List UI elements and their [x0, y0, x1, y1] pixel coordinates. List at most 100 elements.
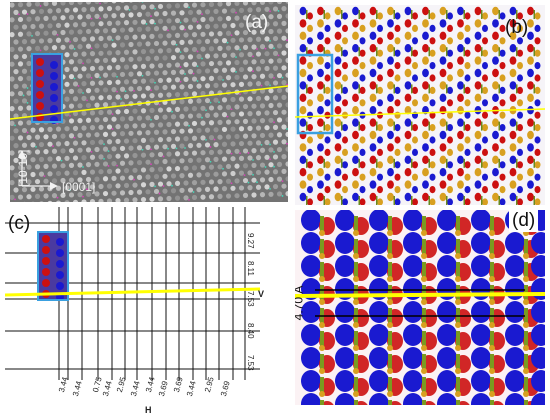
atom-marker [162, 155, 165, 158]
atom-marker [188, 124, 190, 127]
lattice-dot [268, 132, 274, 138]
lattice-dot [217, 134, 223, 140]
structure-atom-blue [335, 232, 355, 254]
structure-atom [307, 37, 313, 45]
atom-marker [179, 21, 182, 24]
structure-atom [394, 124, 401, 132]
structure-atom [517, 99, 523, 107]
structure-atom [334, 106, 342, 115]
lattice-dot [132, 138, 138, 144]
structure-atom [352, 44, 359, 53]
lattice-dot [102, 42, 109, 49]
structure-bond [490, 354, 494, 372]
atom-marker [209, 101, 212, 104]
lattice-dot [17, 105, 24, 111]
lattice-dot [13, 39, 19, 45]
lattice-dot [102, 146, 109, 152]
structure-atom [299, 19, 307, 28]
lattice-dot [136, 26, 143, 32]
structure-atom [299, 180, 307, 189]
lattice-dot [10, 2, 15, 8]
atom-marker [133, 178, 135, 181]
lattice-dot [81, 81, 87, 87]
structure-bond [388, 262, 392, 280]
structure-atom [527, 143, 534, 152]
structure-atom-gold [523, 391, 529, 397]
lattice-dot [157, 137, 164, 143]
lattice-dot [115, 79, 121, 85]
lattice-dot [272, 6, 279, 12]
structure-bond [320, 377, 324, 395]
structure-atom [457, 93, 464, 103]
lattice-dot [94, 58, 100, 64]
lattice-dot [111, 175, 117, 181]
lattice-dot [136, 11, 143, 18]
lattice-dot [285, 72, 288, 78]
structure-atom [499, 186, 506, 194]
lattice-dot [183, 165, 189, 171]
lattice-dot [162, 114, 168, 120]
structure-atom [474, 180, 482, 189]
lattice-dot [115, 198, 121, 202]
structure-atom [422, 6, 429, 16]
structure-atom [509, 93, 517, 103]
structure-atom [342, 49, 348, 57]
structure-atom [412, 173, 418, 181]
structure-atom [377, 161, 383, 169]
lattice-dot [251, 59, 257, 65]
lattice-dot [89, 51, 96, 57]
structure-atom [377, 124, 383, 132]
lattice-dot [285, 87, 288, 93]
structure-atom [499, 74, 506, 82]
lattice-dot [85, 147, 92, 153]
lattice-dot [183, 62, 189, 68]
lattice-dot [196, 172, 202, 178]
lattice-dot [111, 190, 117, 196]
lattice-dot [208, 194, 215, 200]
lattice-dot [281, 35, 287, 41]
lattice-dot [77, 2, 83, 5]
lattice-dot [10, 120, 15, 126]
lattice-dot [242, 133, 249, 139]
lattice-dot [111, 27, 117, 33]
structure-atom [324, 148, 331, 156]
lattice-dot [153, 188, 160, 195]
lattice-dot [170, 99, 177, 105]
structure-atom-blue [335, 347, 355, 369]
structure-bond [320, 308, 324, 326]
lattice-dot [268, 162, 274, 168]
structure-atom-blue [301, 210, 321, 231]
structure-atom [359, 74, 366, 82]
lattice-dot [208, 149, 215, 155]
structure-atom [492, 19, 499, 28]
lattice-dot [136, 115, 143, 121]
structure-atom-gold [353, 345, 359, 351]
structure-bond [320, 331, 324, 349]
lattice-dot [230, 185, 236, 191]
structure-atom [474, 93, 482, 103]
structure-atom [412, 49, 418, 57]
lattice-dot [276, 2, 283, 5]
lattice-dot [191, 165, 198, 171]
lattice-dot [234, 30, 240, 36]
structure-bond [320, 239, 324, 257]
structure-atom [429, 111, 436, 119]
panel-a-label: (a) [245, 12, 269, 33]
lattice-dot [38, 8, 45, 14]
structure-bond [388, 239, 392, 257]
lattice-dot [72, 125, 79, 131]
structure-atom-blue [403, 301, 423, 323]
atom-marker [209, 146, 212, 148]
structure-atom [317, 19, 324, 28]
lattice-dot [77, 29, 83, 35]
lattice-dot [221, 67, 228, 73]
lattice-dot [213, 97, 219, 103]
structure-atom [359, 124, 366, 132]
structure-atom-gold [319, 253, 325, 259]
lattice-dot [145, 85, 151, 91]
structure-atom [387, 44, 394, 53]
atom-marker [256, 181, 258, 184]
lattice-dot [123, 123, 130, 129]
structure-atom-blue [369, 255, 389, 277]
lattice-dot [153, 144, 160, 150]
